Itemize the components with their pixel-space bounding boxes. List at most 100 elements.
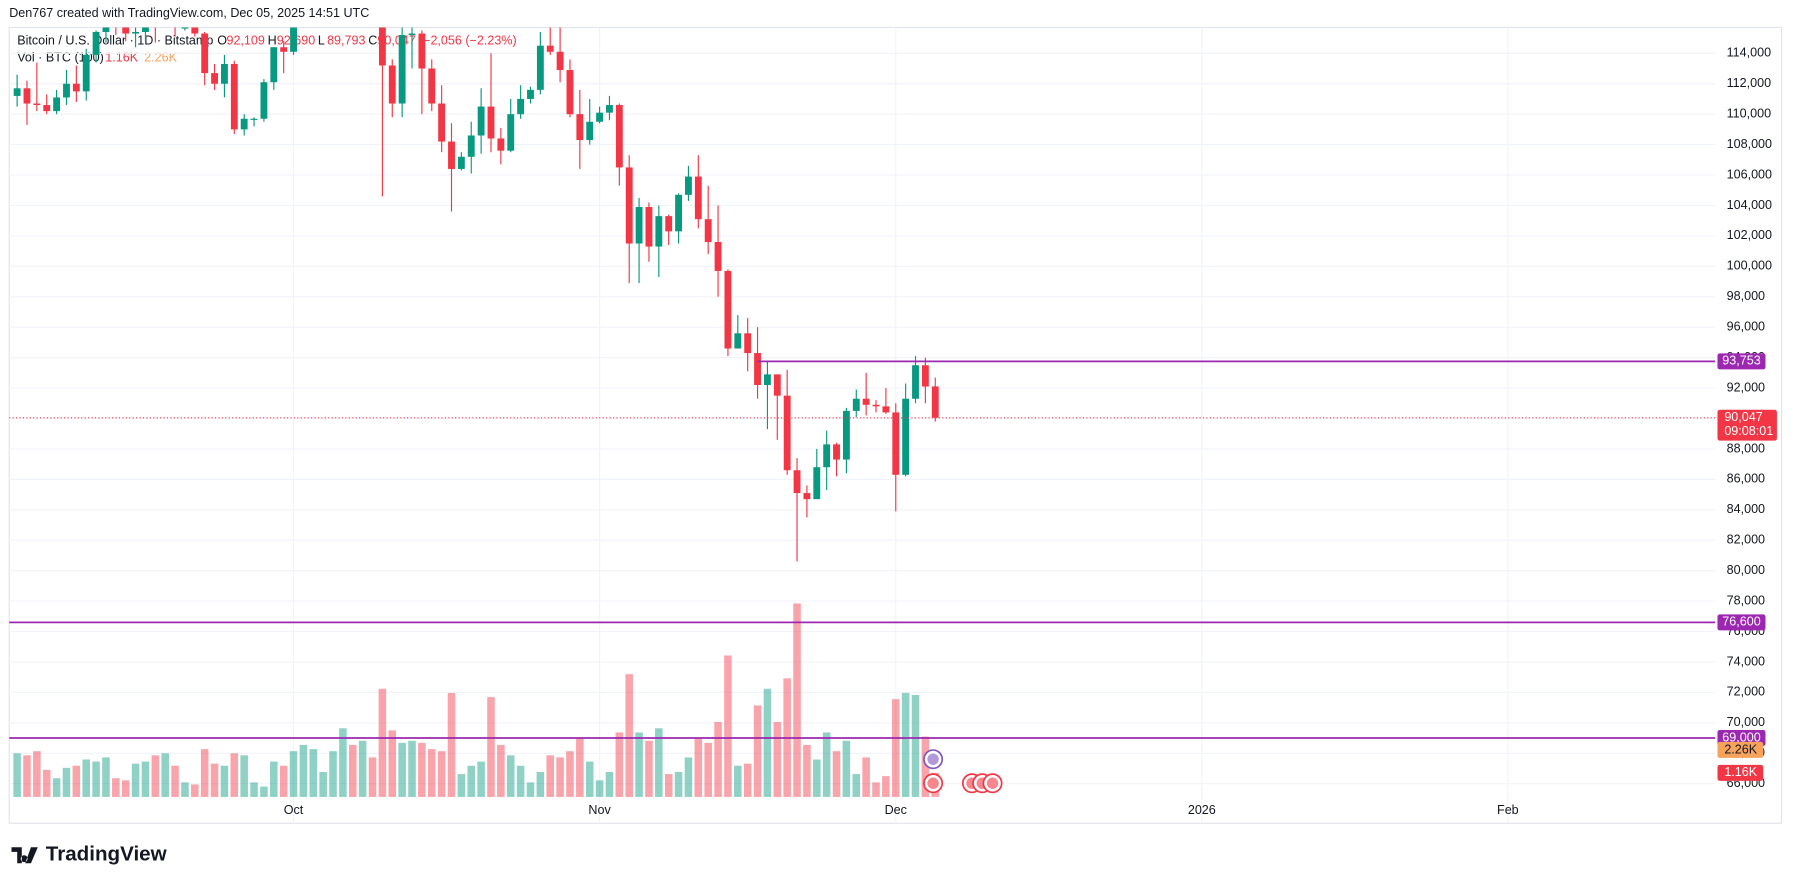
candle-body [497, 138, 505, 151]
candle-body [280, 47, 288, 52]
candle-body [912, 365, 919, 399]
candle-body [892, 412, 900, 475]
candle-body [714, 241, 722, 271]
candle-body [82, 54, 90, 92]
volume-bar [270, 761, 278, 797]
candle-body [398, 35, 406, 104]
volume-bar [437, 751, 446, 797]
candle-body [635, 206, 643, 244]
candle-body [546, 45, 554, 52]
volume-bar [566, 751, 574, 797]
candle-body [467, 135, 475, 157]
volume-bar [852, 774, 861, 797]
volume-last-tag-label: 1.16K [1724, 765, 1757, 779]
candle-body [507, 114, 515, 151]
volume-bar [210, 763, 219, 797]
candle-body [685, 176, 692, 195]
candle-body [833, 444, 840, 460]
volume-bar [793, 603, 801, 797]
volume-bar [309, 749, 318, 797]
candle-body [33, 103, 41, 106]
volume-bar [516, 765, 525, 797]
volume-bar [171, 765, 179, 797]
candle-body [773, 374, 781, 396]
volume-bar [655, 728, 663, 797]
candle-body [457, 156, 465, 169]
candle-body [517, 98, 525, 115]
candle-body [615, 105, 623, 168]
candle-body [536, 45, 544, 90]
volume-bar [398, 742, 406, 797]
volume-bar [753, 705, 762, 797]
candle-body [556, 51, 564, 71]
candle-body [665, 216, 673, 232]
candle-body [408, 33, 416, 36]
candle-body [862, 398, 870, 405]
volume-bar [872, 782, 880, 797]
volume-bar [161, 753, 169, 797]
y-tick-label: 106,000 [1727, 167, 1772, 181]
volume-bar [467, 765, 476, 797]
volume-bar [684, 757, 693, 797]
volume-bar [102, 757, 110, 797]
y-tick-label: 70,000 [1727, 715, 1765, 729]
candle-body [902, 398, 910, 475]
candle-body [576, 114, 584, 141]
volume-bar [674, 771, 683, 797]
candle-body [290, 27, 297, 52]
candle-body [122, 27, 130, 34]
candle-body [378, 27, 386, 66]
volume-bar [191, 784, 199, 797]
volume-bar [497, 744, 505, 797]
volume-ma-tag-label: 2.26K [1724, 742, 1757, 756]
candle-body [211, 73, 218, 84]
candle-body [931, 386, 939, 418]
volume-bar [536, 771, 545, 797]
volume-ma-tag [1717, 741, 1764, 758]
volume-bar [329, 751, 337, 797]
volume-bar [388, 730, 397, 797]
candle-body [142, 27, 149, 33]
volume-bar [289, 751, 298, 797]
volume-bar [151, 755, 160, 797]
candle-body [655, 216, 663, 247]
volume-bar [457, 774, 466, 797]
brand-logo [11, 847, 38, 864]
candle-body [23, 88, 31, 104]
volume-bar [664, 774, 673, 797]
legend-key: L [318, 33, 325, 47]
volume-bar [260, 786, 268, 797]
volume-bar [250, 782, 258, 797]
volume-last-tag [1717, 764, 1764, 781]
candle-body [448, 141, 455, 169]
volume-bar [842, 740, 851, 797]
grid [9, 27, 1716, 824]
candle-body [734, 333, 742, 349]
volume-bar [447, 692, 456, 797]
volume-bar [773, 722, 782, 797]
last-price-tag [1717, 409, 1777, 441]
volume-ma-label: 2.26K [144, 51, 177, 65]
candle-body [675, 194, 682, 232]
volume-bar [585, 761, 594, 797]
volume-bar [358, 740, 367, 797]
x-tick-label: Oct [284, 803, 304, 817]
y-tick-label: 92,000 [1727, 380, 1765, 394]
volume-bar [92, 761, 100, 797]
x-tick-label: Dec [885, 803, 907, 817]
volume-bar [714, 722, 722, 797]
candle-body [230, 63, 238, 130]
volume-bar [911, 694, 920, 797]
y-tick-label: 74,000 [1727, 654, 1765, 668]
candle-body [793, 470, 801, 494]
candle-body [596, 112, 604, 122]
volume-bar [813, 759, 821, 797]
volume-bar [13, 753, 21, 797]
y-tick-label: 78,000 [1727, 593, 1765, 607]
volume-bar [112, 778, 120, 797]
candle-body [92, 32, 100, 55]
y-tick-label: 72,000 [1727, 685, 1765, 699]
volume-bar [615, 732, 624, 797]
x-tick-label: Feb [1497, 803, 1519, 817]
